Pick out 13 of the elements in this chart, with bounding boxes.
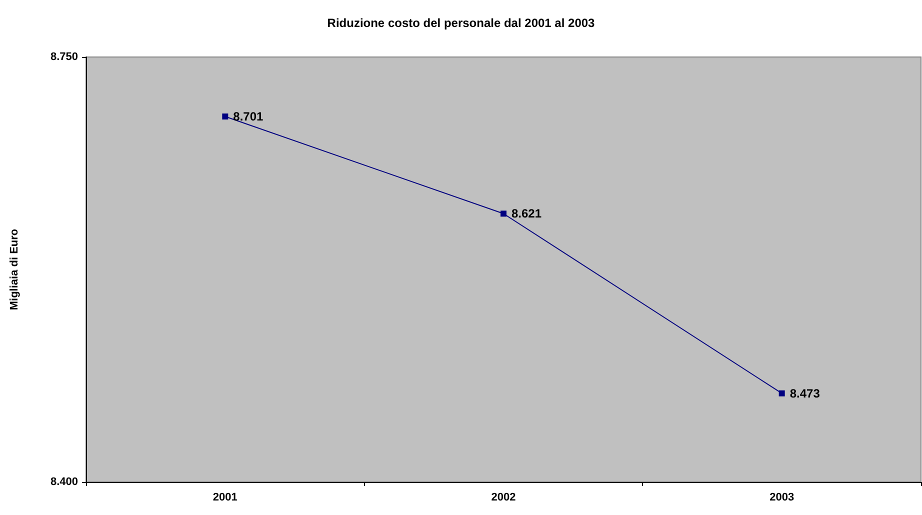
point <box>778 390 785 396</box>
x-tick-label: 2003 <box>770 492 794 504</box>
data-label: 8.701 <box>233 110 264 124</box>
y-tick-label: 8.750 <box>50 51 78 63</box>
chart-title: Riduzione costo del personale dal 2001 al 2003 <box>327 16 596 30</box>
data-label: 8.621 <box>512 206 542 221</box>
x-tick-label: 2001 <box>212 492 238 504</box>
y-tick-label: 8.400 <box>50 476 78 488</box>
point <box>222 114 228 120</box>
data-label: 8.473 <box>790 386 820 400</box>
x-tick-label: 2002 <box>491 492 516 504</box>
y-axis-title: Migliaia di Euro <box>8 228 20 310</box>
point <box>500 210 506 217</box>
